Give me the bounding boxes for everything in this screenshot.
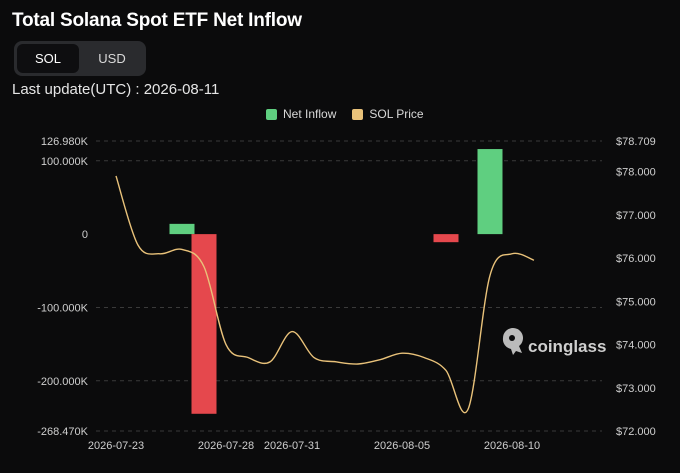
x-axis-tick: 2026-07-28 <box>198 440 254 452</box>
x-axis-tick: 2026-07-31 <box>264 440 320 452</box>
net-inflow-bar <box>191 234 217 414</box>
watermark-text: coinglass <box>528 337 606 356</box>
legend-item-net-inflow[interactable]: Net Inflow <box>266 107 336 121</box>
right-axis-tick: $75.000 <box>616 296 656 308</box>
net-inflow-bar <box>169 223 195 235</box>
x-axis-tick: 2026-08-05 <box>374 440 430 452</box>
legend-swatch-sol-price <box>352 108 364 120</box>
toggle-usd-button[interactable]: USD <box>98 51 126 66</box>
left-axis-tick: -268.470K <box>37 426 88 438</box>
left-axis-tick: -100.000K <box>37 302 88 314</box>
legend-swatch-net-inflow <box>266 108 277 120</box>
right-axis-tick: $77.000 <box>616 210 656 222</box>
x-axis-tick: 2026-08-10 <box>484 440 540 452</box>
chart-legend: Net Inflow SOL Price <box>266 107 424 121</box>
right-axis-tick: $78.709 <box>616 136 656 148</box>
left-axis-tick: 126.980K <box>41 136 89 148</box>
right-axis-tick: $73.000 <box>616 383 656 395</box>
left-axis-tick: 0 <box>82 229 88 241</box>
right-axis-tick: $72.000 <box>616 426 656 438</box>
toggle-sol-button[interactable]: SOL <box>17 44 79 73</box>
right-axis-tick: $76.000 <box>616 253 656 265</box>
page-title: Total Solana Spot ETF Net Inflow <box>12 10 302 31</box>
left-axis-tick: -200.000K <box>37 376 88 388</box>
currency-toggle: SOL USD <box>14 41 146 76</box>
net-inflow-bar <box>433 234 459 243</box>
right-axis-tick: $78.000 <box>616 167 656 179</box>
legend-label-sol-price: SOL Price <box>369 107 424 121</box>
sol-price-line <box>115 175 535 414</box>
left-axis-tick: 100.000K <box>41 156 89 168</box>
legend-label-net-inflow: Net Inflow <box>283 107 337 121</box>
coinglass-logo-icon <box>502 328 523 355</box>
legend-item-sol-price[interactable]: SOL Price <box>352 107 424 121</box>
x-axis-tick: 2026-07-23 <box>88 440 144 452</box>
net-inflow-bar <box>477 149 503 235</box>
right-axis-tick: $74.000 <box>616 340 656 352</box>
last-update-text: Last update(UTC) : 2026-08-11 <box>12 81 220 98</box>
